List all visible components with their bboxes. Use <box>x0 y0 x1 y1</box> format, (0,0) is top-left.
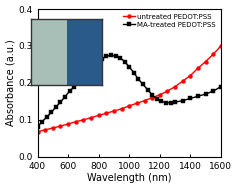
MA-treated PEDOT:PSS <box>64 95 66 98</box>
Legend: untreated PEDOT:PSS, MA-treated PEDOT:PSS: untreated PEDOT:PSS, MA-treated PEDOT:PS… <box>121 12 218 29</box>
MA-treated PEDOT:PSS <box>82 75 85 77</box>
MA-treated PEDOT:PSS <box>41 121 44 123</box>
MA-treated PEDOT:PSS <box>151 94 154 96</box>
untreated PEDOT:PSS <box>189 74 192 77</box>
MA-treated PEDOT:PSS <box>212 90 215 92</box>
untreated PEDOT:PSS <box>36 131 39 133</box>
untreated PEDOT:PSS <box>212 53 215 55</box>
untreated PEDOT:PSS <box>143 100 146 102</box>
MA-treated PEDOT:PSS <box>68 90 71 92</box>
untreated PEDOT:PSS <box>59 125 62 127</box>
untreated PEDOT:PSS <box>181 80 184 82</box>
untreated PEDOT:PSS <box>74 121 77 123</box>
untreated PEDOT:PSS <box>113 110 115 112</box>
MA-treated PEDOT:PSS <box>142 83 144 86</box>
untreated PEDOT:PSS <box>90 116 93 119</box>
MA-treated PEDOT:PSS <box>87 70 89 72</box>
MA-treated PEDOT:PSS <box>189 97 192 100</box>
untreated PEDOT:PSS <box>219 45 222 47</box>
MA-treated PEDOT:PSS <box>181 100 184 102</box>
MA-treated PEDOT:PSS <box>105 55 108 57</box>
MA-treated PEDOT:PSS <box>160 100 163 103</box>
untreated PEDOT:PSS <box>97 114 100 117</box>
MA-treated PEDOT:PSS <box>55 106 57 108</box>
Line: untreated PEDOT:PSS: untreated PEDOT:PSS <box>36 44 223 134</box>
X-axis label: Wavelength (nm): Wavelength (nm) <box>87 174 172 184</box>
MA-treated PEDOT:PSS <box>77 80 80 82</box>
untreated PEDOT:PSS <box>120 108 123 110</box>
Line: MA-treated PEDOT:PSS: MA-treated PEDOT:PSS <box>36 53 223 129</box>
MA-treated PEDOT:PSS <box>119 57 122 59</box>
untreated PEDOT:PSS <box>67 123 69 125</box>
MA-treated PEDOT:PSS <box>96 61 99 64</box>
untreated PEDOT:PSS <box>151 97 154 99</box>
MA-treated PEDOT:PSS <box>132 71 135 74</box>
Y-axis label: Absorbance (a.u.): Absorbance (a.u.) <box>5 40 15 126</box>
MA-treated PEDOT:PSS <box>36 125 39 128</box>
MA-treated PEDOT:PSS <box>128 66 131 68</box>
Bar <box>67 19 102 85</box>
MA-treated PEDOT:PSS <box>100 58 103 60</box>
MA-treated PEDOT:PSS <box>174 101 177 103</box>
MA-treated PEDOT:PSS <box>197 95 199 97</box>
untreated PEDOT:PSS <box>166 90 169 92</box>
MA-treated PEDOT:PSS <box>169 102 172 104</box>
MA-treated PEDOT:PSS <box>45 116 48 118</box>
MA-treated PEDOT:PSS <box>219 85 222 88</box>
untreated PEDOT:PSS <box>105 112 108 114</box>
MA-treated PEDOT:PSS <box>109 54 112 56</box>
MA-treated PEDOT:PSS <box>204 93 207 95</box>
MA-treated PEDOT:PSS <box>164 101 167 104</box>
MA-treated PEDOT:PSS <box>73 85 76 88</box>
untreated PEDOT:PSS <box>159 94 161 96</box>
MA-treated PEDOT:PSS <box>50 111 53 114</box>
MA-treated PEDOT:PSS <box>59 101 62 103</box>
untreated PEDOT:PSS <box>128 105 131 107</box>
Bar <box>31 19 67 85</box>
untreated PEDOT:PSS <box>135 102 138 104</box>
untreated PEDOT:PSS <box>197 67 199 69</box>
MA-treated PEDOT:PSS <box>155 98 158 100</box>
MA-treated PEDOT:PSS <box>114 55 117 57</box>
untreated PEDOT:PSS <box>44 129 47 131</box>
untreated PEDOT:PSS <box>204 60 207 63</box>
untreated PEDOT:PSS <box>174 85 177 88</box>
untreated PEDOT:PSS <box>82 119 85 121</box>
MA-treated PEDOT:PSS <box>91 65 94 67</box>
MA-treated PEDOT:PSS <box>146 88 149 91</box>
MA-treated PEDOT:PSS <box>123 60 126 63</box>
untreated PEDOT:PSS <box>51 127 54 129</box>
MA-treated PEDOT:PSS <box>137 78 140 80</box>
